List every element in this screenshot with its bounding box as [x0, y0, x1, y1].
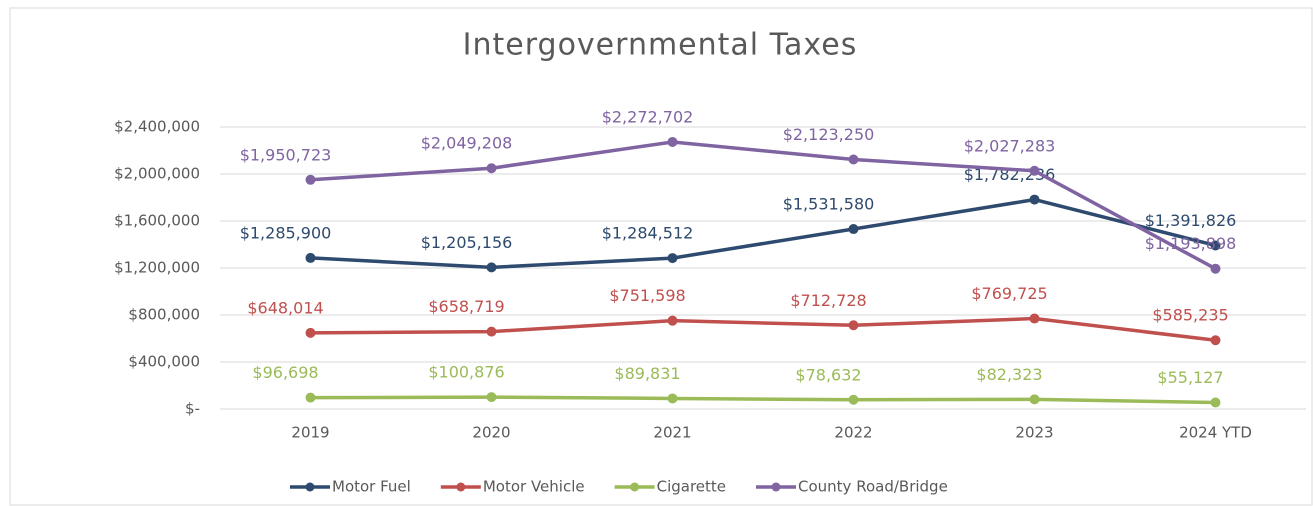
data-label: $1,950,723	[240, 145, 332, 164]
data-point	[305, 392, 316, 403]
data-point	[1210, 263, 1221, 274]
data-point	[848, 320, 859, 331]
data-point	[848, 154, 859, 165]
data-label: $1,205,156	[421, 233, 513, 252]
data-label: $2,272,702	[602, 107, 694, 126]
legend-marker	[305, 482, 315, 492]
x-tick-label: 2020	[472, 424, 510, 442]
data-label: $82,323	[976, 365, 1042, 384]
legend-marker	[771, 482, 781, 492]
data-label: $89,831	[614, 364, 680, 383]
data-point	[848, 394, 859, 405]
y-tick-label: $400,000	[128, 353, 200, 371]
legend-marker	[456, 482, 466, 492]
y-tick-label: $1,200,000	[114, 259, 200, 277]
data-label: $1,531,580	[783, 195, 875, 214]
data-label: $2,027,283	[964, 136, 1056, 155]
legend-label: Motor Vehicle	[483, 478, 585, 496]
x-tick-label: 2024 YTD	[1179, 424, 1252, 442]
legend-label: Motor Fuel	[332, 478, 411, 496]
data-point	[305, 174, 316, 185]
series-line	[310, 395, 1216, 405]
data-label: $2,049,208	[421, 134, 513, 153]
y-tick-label: $2,400,000	[114, 118, 200, 136]
legend-label: Cigarette	[657, 478, 726, 496]
data-point	[305, 327, 316, 338]
data-label: $1,284,512	[602, 224, 694, 243]
data-label: $100,876	[428, 363, 504, 382]
y-tick-label: $1,600,000	[114, 212, 200, 230]
data-label: $648,014	[247, 298, 323, 317]
data-point	[486, 262, 497, 273]
data-label: $658,719	[428, 297, 504, 316]
legend-marker	[630, 482, 640, 492]
y-tick-label: $-	[185, 400, 200, 418]
data-label: $751,598	[609, 286, 685, 305]
legend-label: County Road/Bridge	[798, 478, 948, 496]
data-point	[1210, 335, 1221, 346]
data-point	[1029, 165, 1040, 176]
x-tick-label: 2021	[653, 424, 691, 442]
series-line	[310, 197, 1216, 270]
chart-border	[9, 7, 1313, 506]
data-label: $585,235	[1152, 306, 1228, 325]
data-label: $78,632	[795, 365, 861, 384]
data-label: $1,285,900	[240, 223, 332, 242]
data-label: $1,193,898	[1145, 234, 1237, 253]
data-point	[667, 393, 678, 404]
series-line	[310, 140, 1217, 271]
data-point	[486, 326, 497, 337]
data-point	[1210, 397, 1221, 408]
data-label: $712,728	[790, 291, 866, 310]
data-label: $55,127	[1157, 368, 1223, 387]
data-point	[486, 163, 497, 174]
data-point	[305, 252, 316, 263]
x-tick-label: 2022	[834, 424, 872, 442]
data-label: $96,698	[252, 363, 318, 382]
y-tick-label: $2,000,000	[114, 165, 200, 183]
data-point	[667, 315, 678, 326]
data-point	[667, 136, 678, 147]
y-tick-label: $800,000	[128, 306, 200, 324]
chart-title: Intergovernmental Taxes	[463, 28, 858, 63]
data-point	[1029, 194, 1040, 205]
data-point	[1210, 240, 1221, 251]
data-point	[1029, 313, 1040, 324]
data-point	[1029, 394, 1040, 405]
series-line	[310, 316, 1216, 342]
x-tick-label: 2023	[1015, 424, 1053, 442]
data-point	[486, 392, 497, 403]
data-label: $1,391,826	[1145, 211, 1237, 230]
x-tick-label: 2019	[291, 424, 329, 442]
data-label: $2,123,250	[783, 125, 875, 144]
data-point	[667, 253, 678, 264]
data-label: $769,725	[971, 284, 1047, 303]
data-point	[848, 224, 859, 235]
